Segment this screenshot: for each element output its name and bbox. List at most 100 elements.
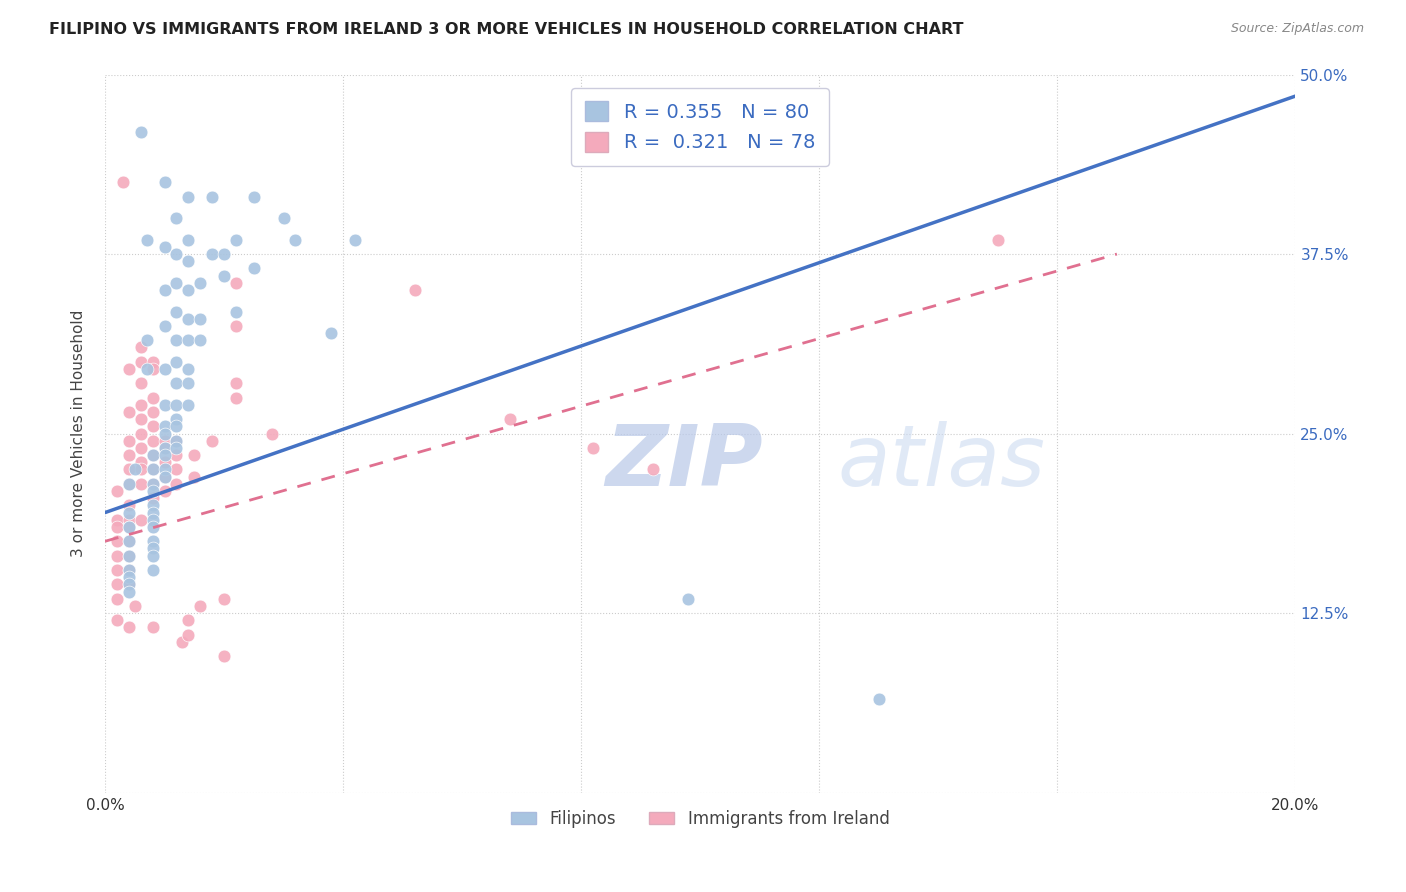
Point — [129, 412, 152, 426]
Point — [225, 318, 247, 333]
Point — [105, 591, 128, 606]
Point — [129, 426, 152, 441]
Point — [153, 419, 176, 434]
Point — [118, 563, 141, 577]
Point — [165, 434, 187, 448]
Point — [499, 412, 522, 426]
Point — [153, 398, 176, 412]
Point — [153, 441, 176, 455]
Point — [135, 233, 157, 247]
Point — [142, 462, 165, 476]
Point — [273, 211, 295, 226]
Point — [582, 441, 605, 455]
Point — [987, 233, 1010, 247]
Point — [153, 362, 176, 376]
Point — [165, 434, 187, 448]
Point — [118, 577, 141, 591]
Point — [142, 362, 165, 376]
Point — [118, 462, 141, 476]
Point — [177, 376, 200, 391]
Point — [153, 434, 176, 448]
Point — [225, 276, 247, 290]
Point — [201, 247, 224, 261]
Point — [165, 412, 187, 426]
Text: FILIPINO VS IMMIGRANTS FROM IRELAND 3 OR MORE VEHICLES IN HOUSEHOLD CORRELATION : FILIPINO VS IMMIGRANTS FROM IRELAND 3 OR… — [49, 22, 963, 37]
Point — [172, 635, 194, 649]
Point — [142, 476, 165, 491]
Point — [129, 355, 152, 369]
Point — [183, 448, 205, 462]
Point — [153, 240, 176, 254]
Point — [105, 563, 128, 577]
Point — [225, 233, 247, 247]
Point — [142, 355, 165, 369]
Point — [868, 692, 890, 706]
Point — [165, 376, 187, 391]
Point — [243, 189, 266, 203]
Point — [212, 268, 235, 283]
Point — [105, 483, 128, 498]
Point — [142, 448, 165, 462]
Point — [321, 326, 343, 340]
Point — [118, 513, 141, 527]
Point — [118, 534, 141, 549]
Point — [118, 570, 141, 584]
Point — [225, 304, 247, 318]
Point — [142, 434, 165, 448]
Point — [118, 405, 141, 419]
Point — [105, 549, 128, 563]
Point — [153, 441, 176, 455]
Point — [225, 376, 247, 391]
Point — [188, 276, 211, 290]
Point — [404, 283, 426, 297]
Point — [118, 620, 141, 634]
Point — [118, 506, 141, 520]
Point — [142, 476, 165, 491]
Point — [212, 247, 235, 261]
Point — [142, 534, 165, 549]
Point — [678, 591, 700, 606]
Point — [165, 304, 187, 318]
Point — [177, 398, 200, 412]
Point — [105, 613, 128, 627]
Text: Source: ZipAtlas.com: Source: ZipAtlas.com — [1230, 22, 1364, 36]
Point — [142, 391, 165, 405]
Point — [177, 362, 200, 376]
Point — [188, 599, 211, 613]
Point — [129, 513, 152, 527]
Point — [153, 462, 176, 476]
Point — [118, 520, 141, 534]
Point — [343, 233, 366, 247]
Point — [201, 189, 224, 203]
Point — [124, 462, 146, 476]
Point — [177, 311, 200, 326]
Point — [129, 340, 152, 354]
Point — [177, 628, 200, 642]
Point — [135, 362, 157, 376]
Point — [135, 333, 157, 347]
Point — [118, 534, 141, 549]
Point — [118, 549, 141, 563]
Point — [142, 491, 165, 506]
Point — [118, 584, 141, 599]
Point — [177, 613, 200, 627]
Point — [153, 318, 176, 333]
Point — [212, 591, 235, 606]
Point — [201, 434, 224, 448]
Point — [129, 125, 152, 139]
Point — [105, 577, 128, 591]
Point — [118, 577, 141, 591]
Text: ZIP: ZIP — [605, 421, 762, 504]
Point — [188, 311, 211, 326]
Point — [142, 563, 165, 577]
Point — [153, 283, 176, 297]
Point — [129, 455, 152, 469]
Point — [118, 549, 141, 563]
Point — [142, 405, 165, 419]
Point — [129, 398, 152, 412]
Point — [142, 541, 165, 556]
Point — [129, 441, 152, 455]
Point — [165, 333, 187, 347]
Point — [641, 462, 664, 476]
Point — [177, 233, 200, 247]
